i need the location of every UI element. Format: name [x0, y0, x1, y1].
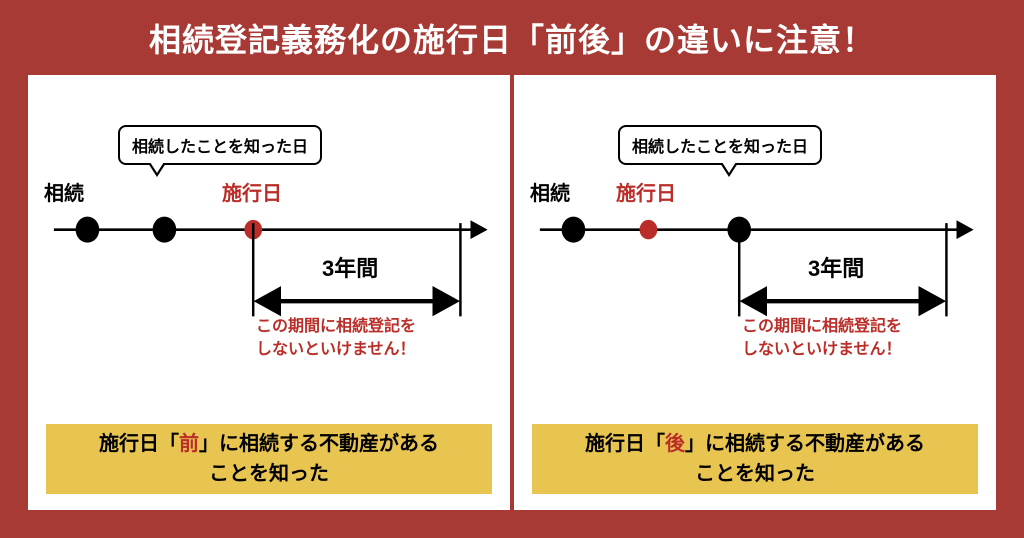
- inheritance-dot: [76, 217, 100, 243]
- caption-bar: 施行日「後」に相続する不動産があることを知った: [532, 424, 978, 494]
- panels-row: 相続 施行日 3年間 相続したことを知った日この期間に相続登記をしないといけません！ 施…: [0, 75, 1024, 538]
- timeline-before: 相続 施行日 3年間 相続したことを知った日この期間に相続登記をしないといけません！: [46, 91, 492, 416]
- speech-bubble: 相続したことを知った日: [618, 125, 822, 165]
- page-title: 相続登記義務化の施行日「前後」の違いに注意！: [0, 0, 1024, 75]
- enforcement-dot: [640, 220, 658, 240]
- caption-bar: 施行日「前」に相続する不動産があることを知った: [46, 424, 492, 494]
- inheritance-label: 相続: [530, 177, 570, 206]
- page-title-text: 相続登記義務化の施行日「前後」の違いに注意！: [149, 15, 875, 61]
- inheritance-label: 相続: [44, 177, 84, 206]
- warning-text: この期間に相続登記をしないといけません！: [256, 315, 416, 361]
- known-date-dot: [153, 217, 177, 243]
- panel-before: 相続 施行日 3年間 相続したことを知った日この期間に相続登記をしないといけません！ 施…: [28, 75, 510, 510]
- inheritance-dot: [562, 217, 586, 243]
- speech-bubble: 相続したことを知った日: [118, 125, 322, 165]
- period-label: 3年間: [808, 251, 864, 283]
- warning-text: この期間に相続登記をしないといけません！: [742, 315, 902, 361]
- enforcement-label: 施行日: [222, 177, 282, 206]
- panel-after: 相続 施行日 3年間 相続したことを知った日この期間に相続登記をしないといけません！ 施…: [514, 75, 996, 510]
- enforcement-label: 施行日: [616, 177, 676, 206]
- timeline-after: 相続 施行日 3年間 相続したことを知った日この期間に相続登記をしないといけません！: [532, 91, 978, 416]
- page-root: 相続登記義務化の施行日「前後」の違いに注意！ 相続 施行日 3年間 相続したことを知っ…: [0, 0, 1024, 538]
- period-label: 3年間: [322, 251, 378, 283]
